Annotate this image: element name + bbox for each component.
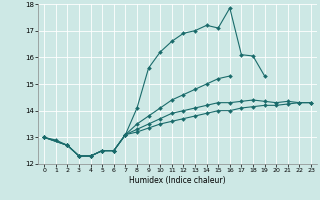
X-axis label: Humidex (Indice chaleur): Humidex (Indice chaleur) xyxy=(129,176,226,185)
